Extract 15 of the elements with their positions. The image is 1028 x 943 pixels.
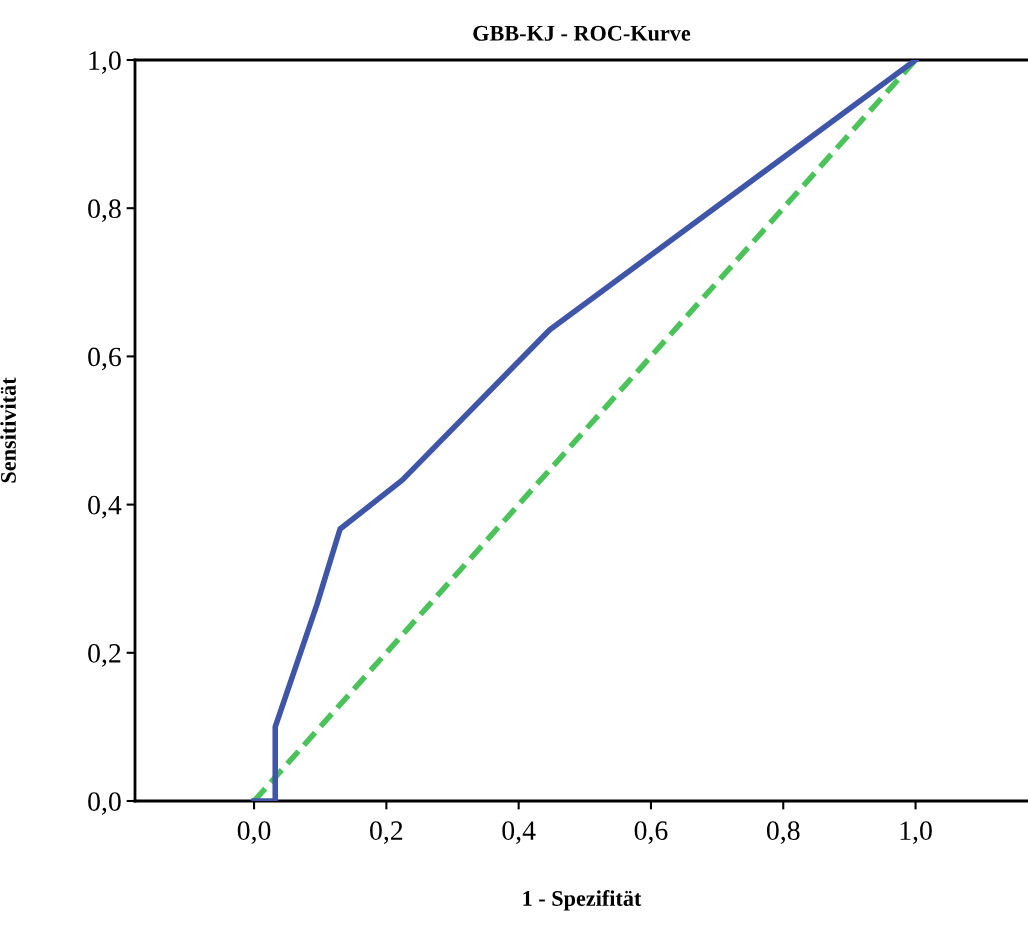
y-tick-label: 0,0	[88, 792, 121, 815]
y-axis-title: Sensitivität	[0, 377, 16, 483]
x-tick-label: 0,8	[766, 821, 800, 844]
x-tick-label: 0,4	[502, 821, 536, 844]
y-tick-label: 0,4	[88, 495, 122, 519]
x-axis-title: 1 - Spezifität	[523, 890, 642, 911]
x-tick-label: 0,6	[634, 821, 668, 844]
y-tick-label: 0,2	[88, 643, 121, 667]
x-tick-label: 0,0	[237, 821, 271, 844]
y-tick-label: 0,6	[88, 347, 121, 371]
x-tick-label: 0,2	[370, 821, 403, 844]
y-tick-label: 0,8	[88, 199, 121, 223]
chart-title: GBB-KJ - ROC-Kurve	[473, 25, 691, 41]
x-tick-label: 1,0	[900, 821, 932, 844]
y-tick-label: 1,0	[89, 51, 121, 74]
